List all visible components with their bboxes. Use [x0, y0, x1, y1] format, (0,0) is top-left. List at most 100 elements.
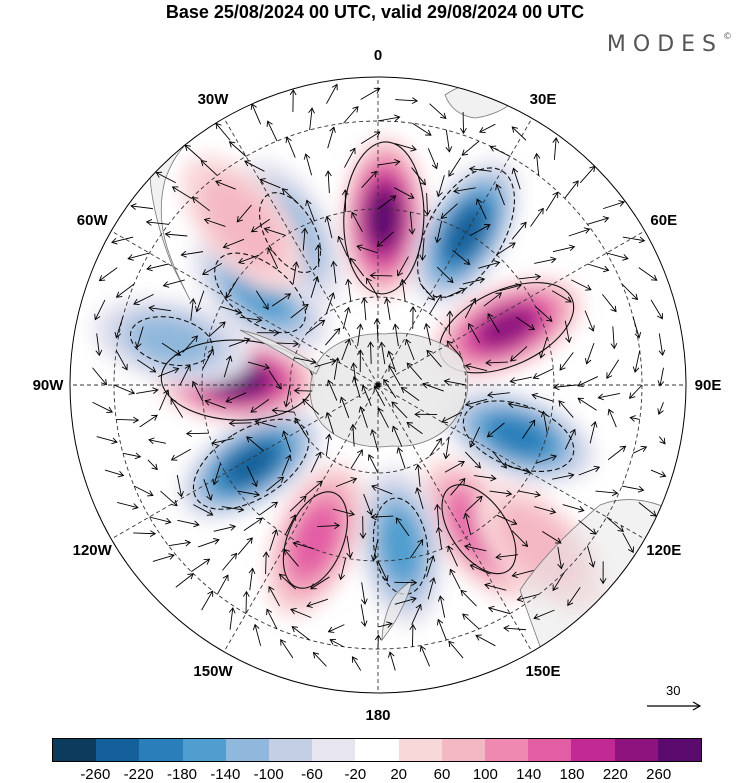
wind-vector-arrowhead: [474, 462, 482, 469]
wind-vector-arrowhead: [366, 508, 373, 516]
wind-vector-arrowhead: [314, 244, 322, 251]
wind-vector: [607, 445, 626, 461]
wind-vector-arrowhead: [568, 472, 575, 480]
wind-vector-arrowhead: [585, 284, 592, 291]
wind-vector-arrowhead: [557, 563, 565, 570]
wind-vector: [229, 422, 252, 424]
wind-vector: [436, 220, 443, 243]
wind-vector-arrowhead: [370, 428, 377, 436]
wind-vector-arrowhead: [155, 171, 163, 178]
wind-vector: [416, 487, 424, 510]
wind-vector: [503, 627, 526, 631]
wind-vector: [409, 539, 424, 559]
wind-vector-arrowhead: [602, 216, 610, 223]
height-contour-line: [282, 491, 348, 589]
wind-vector-arrowhead: [565, 296, 572, 303]
wind-vector-arrowhead: [271, 528, 279, 536]
wind-vector: [512, 168, 521, 190]
wind-vector: [338, 236, 348, 257]
wind-vector-arrowhead: [242, 590, 250, 597]
wind-vector-arrowhead: [133, 298, 140, 305]
colorbar-bin: [53, 739, 97, 761]
wind-vector: [176, 474, 182, 497]
wind-vector-arrowhead: [338, 573, 345, 581]
wind-vector: [246, 436, 264, 452]
wind-vector: [485, 361, 509, 364]
wind-vector: [372, 538, 379, 561]
wind-vector-arrowhead: [373, 385, 380, 393]
wind-vector-arrowhead: [415, 487, 422, 494]
wind-vector: [478, 261, 500, 269]
wind-vector-arrowhead: [115, 291, 123, 298]
wind-vector: [223, 355, 231, 378]
wind-vector: [266, 476, 284, 492]
wind-vector-arrowhead: [572, 180, 579, 187]
wind-vector-arrowhead: [426, 349, 433, 357]
wind-vector-arrowhead: [214, 179, 222, 187]
wind-vector: [193, 504, 213, 516]
wind-vector: [464, 451, 481, 469]
wind-vector-arrowhead: [569, 428, 576, 436]
wind-vector-arrowhead: [550, 256, 557, 264]
wind-vector: [313, 652, 327, 667]
wind-vector: [310, 276, 318, 298]
wind-vector: [553, 137, 557, 160]
wind-vector: [377, 195, 396, 210]
wind-vector-arrowhead: [273, 329, 280, 337]
wind-vector: [96, 333, 100, 356]
wind-vector-arrowhead: [445, 146, 453, 153]
wind-vector: [268, 586, 280, 607]
anomaly-contour: [479, 308, 534, 347]
wind-vector-arrowhead: [135, 341, 142, 349]
colorbar-tick-label: 140: [516, 766, 542, 783]
wind-vector: [266, 609, 278, 630]
wind-vector-arrowhead: [417, 539, 424, 546]
wind-vector: [267, 248, 279, 269]
wind-vector-arrowhead: [360, 297, 368, 304]
wind-vector: [487, 422, 505, 438]
wind-vector: [172, 186, 192, 199]
wind-vector-arrowhead: [174, 349, 182, 356]
colorbar-bin: [355, 739, 399, 761]
wind-vector: [366, 277, 379, 298]
wind-vector-arrowhead: [371, 554, 378, 562]
brand-name: MODES: [606, 32, 723, 57]
wind-vector-arrowhead: [617, 525, 624, 532]
wind-vector: [250, 398, 270, 413]
longitude-label: 180: [365, 707, 390, 724]
wind-vector-arrowhead: [256, 517, 263, 524]
wind-vector-arrowhead: [360, 620, 368, 627]
wind-vector: [136, 389, 158, 394]
wind-vector-arrowhead: [597, 393, 604, 401]
longitude-label: 90W: [33, 377, 65, 394]
wind-vector: [327, 380, 338, 401]
wind-vector-arrowhead: [533, 613, 540, 620]
wind-vector: [388, 351, 397, 373]
wind-vector-arrowhead: [436, 190, 443, 198]
wind-vector-arrowhead: [627, 546, 634, 554]
wind-vector-arrowhead: [638, 236, 646, 244]
wind-vector: [469, 426, 481, 448]
wind-vector: [564, 180, 579, 199]
wind-vector-arrowhead: [281, 188, 289, 195]
longitude-label: 0: [374, 47, 382, 64]
wind-vector: [139, 414, 158, 428]
wind-vector-arrowhead: [280, 639, 287, 646]
wind-vector: [309, 108, 313, 131]
wind-vector-arrowhead: [243, 337, 251, 344]
wind-vector-arrowhead: [305, 199, 312, 207]
longitude-label: 150W: [193, 663, 233, 680]
wind-vector: [376, 319, 379, 342]
wind-vector-arrowhead: [468, 165, 476, 173]
wind-vector: [378, 407, 389, 428]
wind-vector: [479, 123, 496, 133]
wind-vector-arrowhead: [145, 219, 153, 226]
height-contour-line: [343, 141, 425, 295]
wind-vector-arrowhead: [410, 145, 417, 152]
wind-vector: [397, 256, 409, 276]
colorbar-tick-label: -20: [344, 766, 367, 783]
wind-vector: [136, 326, 144, 348]
wind-vector: [564, 320, 570, 343]
colorbar-tick-label: -60: [301, 766, 323, 783]
wind-vector-arrowhead: [528, 324, 536, 331]
